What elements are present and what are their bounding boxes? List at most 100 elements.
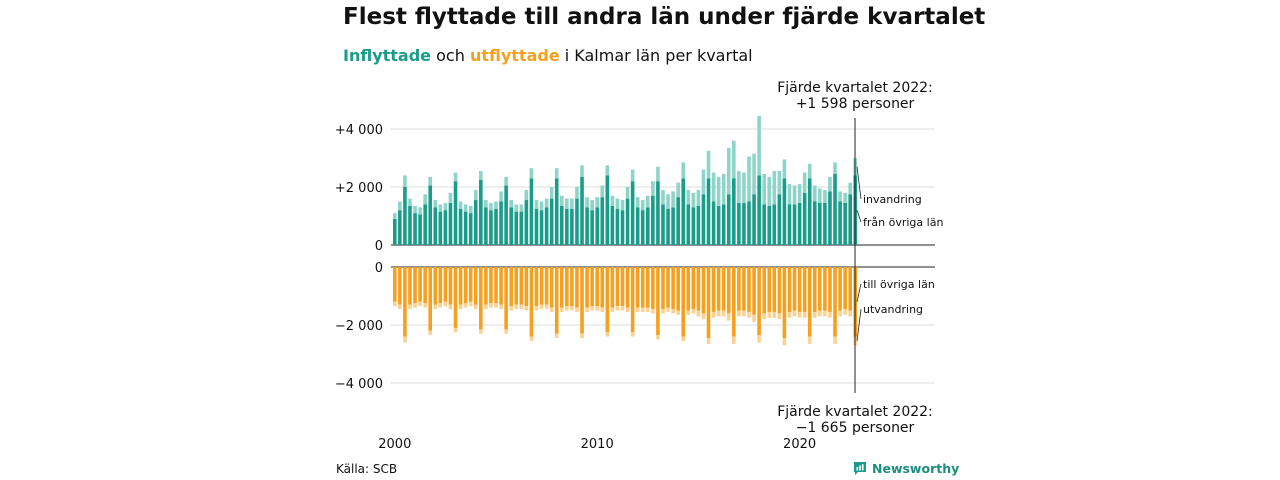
- bar-out-domestic: [458, 267, 463, 305]
- subtitle-connector: och: [431, 46, 470, 65]
- bar-in-domestic: [620, 210, 625, 245]
- bar-in-domestic: [590, 210, 594, 245]
- bar-in-domestic: [458, 208, 463, 245]
- bar-in-immigration: [484, 200, 488, 208]
- bar-out-emigration: [802, 311, 807, 318]
- bar-in-immigration: [635, 197, 640, 208]
- bar-out-emigration: [838, 310, 842, 317]
- bar-in-domestic: [762, 204, 766, 245]
- bar-in-domestic: [393, 218, 397, 245]
- bar-in-immigration: [812, 185, 817, 202]
- bar-in-immigration: [448, 192, 453, 203]
- bar-out-domestic: [666, 267, 670, 308]
- bar-out-domestic: [428, 267, 433, 331]
- bar-out-domestic: [635, 267, 640, 308]
- bar-in-domestic: [413, 213, 417, 245]
- bar-out-emigration: [828, 311, 832, 318]
- bar-in-domestic: [610, 205, 615, 245]
- bar-in-domestic: [398, 210, 402, 245]
- bar-out-domestic: [807, 267, 812, 337]
- bar-out-emigration: [666, 307, 670, 312]
- bar-out-emigration: [797, 311, 802, 318]
- bar-out-emigration: [494, 303, 498, 308]
- bar-in-domestic: [640, 210, 645, 245]
- bar-out-domestic: [676, 267, 680, 311]
- bar-in-immigration: [463, 204, 468, 212]
- bar-out-domestic: [732, 267, 736, 337]
- bar-in-domestic: [838, 201, 842, 245]
- bar-out-domestic: [828, 267, 832, 312]
- bar-out-domestic: [418, 267, 422, 302]
- bar-out-domestic: [559, 267, 564, 308]
- annotation-bottom-line2: −1 665 personer: [796, 420, 915, 436]
- bar-out-emigration: [448, 304, 453, 310]
- bar-in-immigration: [848, 182, 852, 195]
- bar-out-emigration: [767, 311, 772, 318]
- bar-in-immigration: [747, 156, 751, 202]
- bar-out-domestic: [565, 267, 569, 307]
- bar-out-domestic: [716, 267, 721, 311]
- bar-in-domestic: [600, 197, 605, 245]
- bar-out-domestic: [590, 267, 594, 307]
- bar-out-emigration: [807, 336, 812, 344]
- bar-in-immigration: [539, 201, 544, 211]
- bar-out-domestic: [671, 267, 675, 310]
- bar-out-emigration: [848, 310, 852, 317]
- bar-out-emigration: [737, 310, 741, 317]
- bar-out-emigration: [570, 306, 574, 311]
- bar-in-domestic: [833, 173, 837, 245]
- bar-in-domestic: [823, 202, 827, 245]
- bar-in-domestic: [473, 200, 478, 245]
- bar-out-emigration: [630, 332, 635, 337]
- bar-in-immigration: [706, 150, 711, 179]
- bar-in-domestic: [484, 207, 488, 245]
- bar-in-immigration: [514, 204, 519, 212]
- bar-out-domestic: [413, 267, 417, 304]
- bar-in-immigration: [600, 185, 605, 198]
- bar-out-emigration: [549, 307, 554, 312]
- bar-in-immigration: [585, 197, 589, 208]
- bar-in-immigration: [716, 176, 721, 206]
- bar-in-domestic: [656, 181, 660, 245]
- bar-out-domestic: [403, 267, 407, 337]
- bar-in-domestic: [646, 207, 650, 245]
- bar-in-domestic: [428, 185, 433, 245]
- bar-out-domestic: [757, 267, 761, 336]
- bar-in-domestic: [514, 211, 519, 245]
- bar-out-domestic: [681, 267, 686, 337]
- bar-in-domestic: [559, 205, 564, 245]
- legend-leader: [856, 308, 862, 341]
- bar-out-domestic: [686, 267, 691, 311]
- bar-in-domestic: [676, 197, 680, 245]
- bar-out-domestic: [711, 267, 716, 312]
- bar-out-domestic: [438, 267, 443, 304]
- bar-out-emigration: [479, 329, 483, 334]
- bar-in-domestic: [529, 178, 534, 245]
- legend-leader: [856, 210, 862, 223]
- legend-label: till övriga län: [863, 278, 935, 291]
- x-tick-label: 2000: [378, 437, 411, 452]
- bar-out-emigration: [732, 336, 736, 344]
- legend-leader: [856, 283, 862, 302]
- bottom-y-tick-labels: 0 −2 000 −4 000: [335, 261, 383, 392]
- bar-in-immigration: [625, 187, 630, 199]
- bar-out-domestic: [747, 267, 751, 312]
- bar-out-emigration: [706, 338, 711, 344]
- bar-out-emigration: [615, 306, 620, 311]
- bar-in-immigration: [762, 173, 766, 205]
- bar-out-domestic: [570, 267, 574, 307]
- bar-in-immigration: [398, 201, 402, 211]
- bar-in-domestic: [828, 191, 832, 245]
- bar-out-domestic: [818, 267, 822, 311]
- y-tick-label: 0: [375, 239, 383, 254]
- legend-leader: [856, 166, 862, 200]
- bar-in-immigration: [468, 205, 473, 214]
- bar-out-emigration: [499, 304, 503, 310]
- bar-out-emigration: [818, 310, 822, 317]
- bar-in-immigration: [418, 207, 422, 215]
- newsworthy-logo-icon: [854, 462, 866, 475]
- bar-in-domestic: [848, 194, 852, 245]
- bar-in-domestic: [630, 181, 635, 245]
- bar-in-immigration: [524, 189, 529, 201]
- bar-out-emigration: [676, 310, 680, 315]
